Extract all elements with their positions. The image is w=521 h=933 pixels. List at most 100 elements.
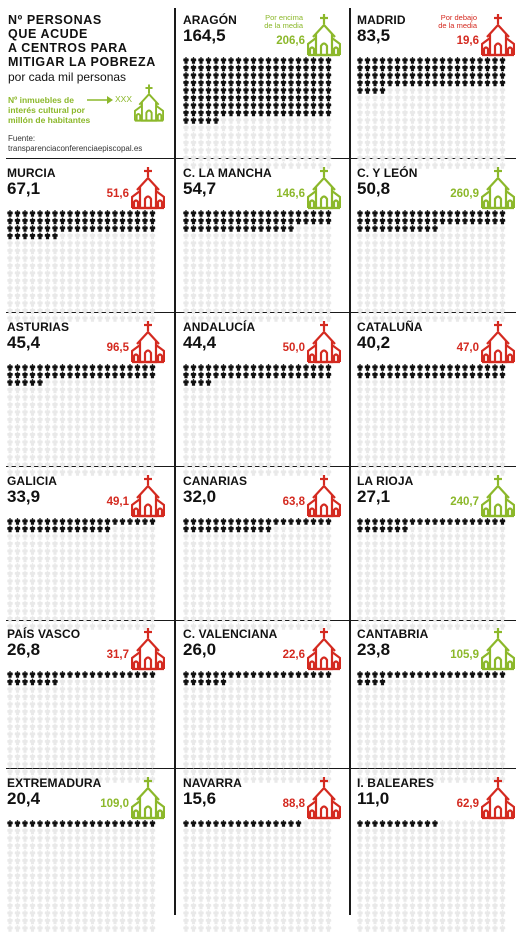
person-empty	[380, 263, 385, 270]
person-empty	[470, 155, 475, 162]
person-empty	[395, 95, 400, 102]
person-empty	[266, 402, 271, 409]
person-filled	[266, 225, 271, 232]
person-empty	[251, 387, 256, 394]
person-empty	[281, 873, 286, 880]
person-empty	[191, 593, 196, 600]
person-empty	[266, 694, 271, 701]
person-empty	[387, 701, 392, 708]
person-empty	[67, 308, 72, 315]
person-empty	[60, 709, 65, 716]
person-filled	[365, 679, 370, 686]
person-empty	[425, 593, 430, 600]
person-empty	[243, 694, 248, 701]
person-empty	[127, 409, 132, 416]
person-empty	[251, 447, 256, 454]
person-empty	[90, 694, 95, 701]
person-empty	[105, 248, 110, 255]
person-empty	[105, 402, 110, 409]
person-empty	[90, 278, 95, 285]
person-filled	[372, 820, 377, 827]
person-empty	[236, 679, 241, 686]
person-empty	[447, 285, 452, 292]
person-empty	[326, 888, 331, 895]
person-empty	[266, 903, 271, 910]
person-empty	[198, 746, 203, 753]
person-empty	[228, 240, 233, 247]
person-empty	[90, 835, 95, 842]
person-empty	[447, 608, 452, 615]
person-filled	[402, 225, 407, 232]
person-empty	[410, 379, 415, 386]
person-empty	[492, 593, 497, 600]
person-empty	[432, 533, 437, 540]
person-empty	[228, 541, 233, 548]
person-empty	[440, 761, 445, 768]
person-empty	[243, 586, 248, 593]
person-filled	[417, 65, 422, 72]
person-filled	[402, 72, 407, 79]
person-empty	[273, 858, 278, 865]
person-filled	[45, 210, 50, 217]
person-empty	[417, 263, 422, 270]
person-filled	[395, 65, 400, 72]
person-empty	[198, 716, 203, 723]
person-empty	[402, 754, 407, 761]
person-empty	[37, 417, 42, 424]
person-filled	[447, 218, 452, 225]
person-empty	[500, 387, 505, 394]
person-filled	[221, 110, 226, 117]
person-empty	[318, 835, 323, 842]
person-empty	[492, 739, 497, 746]
person-empty	[296, 754, 301, 761]
person-empty	[120, 850, 125, 857]
person-empty	[82, 601, 87, 608]
person-empty	[60, 586, 65, 593]
person-filled	[206, 80, 211, 87]
person-empty	[228, 278, 233, 285]
person-empty	[288, 308, 293, 315]
person-empty	[492, 679, 497, 686]
person-empty	[45, 462, 50, 469]
person-empty	[395, 586, 400, 593]
person-filled	[432, 518, 437, 525]
person-empty	[447, 102, 452, 109]
person-empty	[75, 541, 80, 548]
person-empty	[258, 394, 263, 401]
person-empty	[425, 694, 430, 701]
person-empty	[236, 387, 241, 394]
people-pictogram	[183, 820, 333, 933]
person-empty	[455, 586, 460, 593]
person-empty	[60, 918, 65, 925]
person-empty	[417, 593, 422, 600]
person-empty	[15, 850, 20, 857]
person-empty	[228, 578, 233, 585]
person-empty	[75, 387, 80, 394]
person-filled	[440, 364, 445, 371]
person-empty	[75, 255, 80, 262]
person-empty	[281, 888, 286, 895]
person-empty	[387, 439, 392, 446]
person-filled	[236, 671, 241, 678]
church-marker	[307, 320, 341, 364]
person-empty	[37, 578, 42, 585]
person-empty	[37, 439, 42, 446]
person-empty	[135, 255, 140, 262]
person-empty	[395, 110, 400, 117]
person-empty	[462, 87, 467, 94]
person-filled	[273, 80, 278, 87]
person-empty	[75, 417, 80, 424]
person-empty	[303, 394, 308, 401]
people-value: 45,4	[7, 333, 40, 353]
person-filled	[500, 218, 505, 225]
person-empty	[45, 432, 50, 439]
person-empty	[236, 731, 241, 738]
person-empty	[45, 293, 50, 300]
person-empty	[142, 686, 147, 693]
person-empty	[243, 865, 248, 872]
person-empty	[30, 278, 35, 285]
person-empty	[150, 439, 155, 446]
person-empty	[45, 709, 50, 716]
person-empty	[7, 709, 12, 716]
